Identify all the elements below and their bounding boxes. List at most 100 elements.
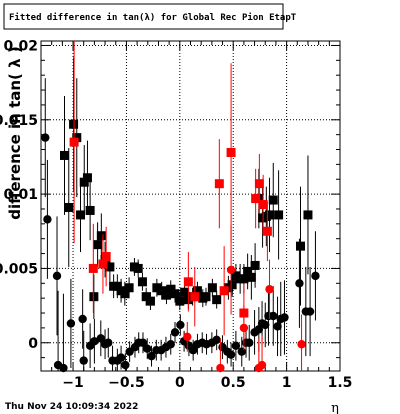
data-point <box>69 119 79 129</box>
data-point <box>59 363 68 373</box>
data-point <box>243 266 253 276</box>
data-point <box>82 173 92 183</box>
data-point <box>183 277 193 287</box>
tick-labels: −1 −0.5 0 0.5 1 1.5 0 0.005 0.01 0.015 0.02 <box>0 38 352 391</box>
y-tick-label: 0.015 <box>0 113 38 129</box>
data-point <box>85 205 95 215</box>
data-point <box>269 311 278 321</box>
data-point <box>69 137 79 147</box>
data-point <box>311 271 320 281</box>
data-point <box>295 279 304 288</box>
data-point <box>254 179 264 189</box>
data-point <box>183 332 192 342</box>
data-point <box>239 274 249 284</box>
data-point <box>98 259 108 269</box>
data-point <box>78 314 87 324</box>
data-point <box>245 338 254 347</box>
data-point <box>79 356 88 365</box>
data-point <box>105 262 115 272</box>
data-point <box>207 283 217 293</box>
data-point <box>152 283 162 293</box>
data-point <box>101 252 111 262</box>
data-point <box>250 260 260 270</box>
timestamp: Thu Nov 24 10:09:34 2022 <box>5 402 138 412</box>
data-point <box>52 271 62 281</box>
data-point <box>226 350 236 359</box>
data-point <box>226 265 236 275</box>
y-tick-label: 0.005 <box>0 261 38 277</box>
data-point <box>89 292 99 302</box>
data-point <box>251 194 261 204</box>
data-point <box>120 289 130 299</box>
title-box: Fitted difference in tan(λ) for Global R… <box>3 3 297 30</box>
data-point <box>305 307 315 316</box>
data-point <box>295 241 305 251</box>
series-black-circle <box>41 78 320 373</box>
data-point <box>257 360 267 370</box>
data-point <box>157 286 167 296</box>
data-point <box>192 286 202 296</box>
data-point <box>59 150 69 160</box>
data-point <box>161 290 171 300</box>
data-point <box>231 341 241 350</box>
axes <box>40 40 341 372</box>
data-point <box>212 295 222 305</box>
x-tick-label: −1 <box>62 375 83 391</box>
data-point <box>170 289 180 299</box>
y-axis-label: difference in tan( λ ) <box>6 46 24 219</box>
data-point <box>261 320 270 330</box>
data-point <box>274 210 284 220</box>
data-point <box>239 323 249 333</box>
y-tick-label: 0.02 <box>3 38 38 54</box>
data-point <box>96 231 106 241</box>
data-point <box>268 195 278 205</box>
x-axis-label: η <box>331 401 339 414</box>
data-point <box>265 210 275 220</box>
data-point <box>104 338 113 347</box>
x-tick-label: −0.5 <box>108 375 145 391</box>
data-point <box>93 240 103 250</box>
data-point <box>124 283 134 293</box>
data-point <box>96 334 106 343</box>
data-point <box>90 337 99 346</box>
data-point <box>262 226 272 236</box>
data-point <box>116 353 126 362</box>
data-point <box>66 319 76 328</box>
data-point <box>219 286 229 296</box>
x-tick-label: 1.5 <box>328 375 353 391</box>
data-point <box>258 200 268 210</box>
x-tick-label: 1 <box>282 375 292 391</box>
data-point <box>201 292 211 302</box>
data-point <box>145 296 155 306</box>
grid <box>41 41 340 371</box>
data-point <box>226 147 236 157</box>
chart-title: Fitted difference in tan(λ) for Global R… <box>9 12 297 23</box>
data-point <box>303 210 313 220</box>
data-point <box>138 338 148 347</box>
data-point <box>43 215 52 224</box>
data-point <box>180 287 190 297</box>
data-point <box>143 344 152 353</box>
data-point <box>280 313 289 322</box>
data-point <box>41 133 50 142</box>
series-red-circle <box>183 225 306 373</box>
series-red-square <box>69 41 272 343</box>
x-tick-label: 0.5 <box>221 375 246 391</box>
data-point <box>237 347 246 356</box>
data-point <box>137 277 147 287</box>
data-point <box>88 263 98 273</box>
data-point <box>190 292 200 302</box>
y-tick-label: 0 <box>28 336 38 352</box>
data-point <box>170 328 180 337</box>
data-point <box>64 202 74 212</box>
data-point <box>212 335 221 344</box>
data-point <box>166 340 175 349</box>
data-point <box>176 320 185 330</box>
data-point <box>188 345 198 355</box>
data-point <box>175 296 185 306</box>
data-point <box>121 360 130 370</box>
series-layer <box>41 41 320 373</box>
data-point <box>227 280 237 290</box>
x-tick-label: 0 <box>175 375 185 391</box>
